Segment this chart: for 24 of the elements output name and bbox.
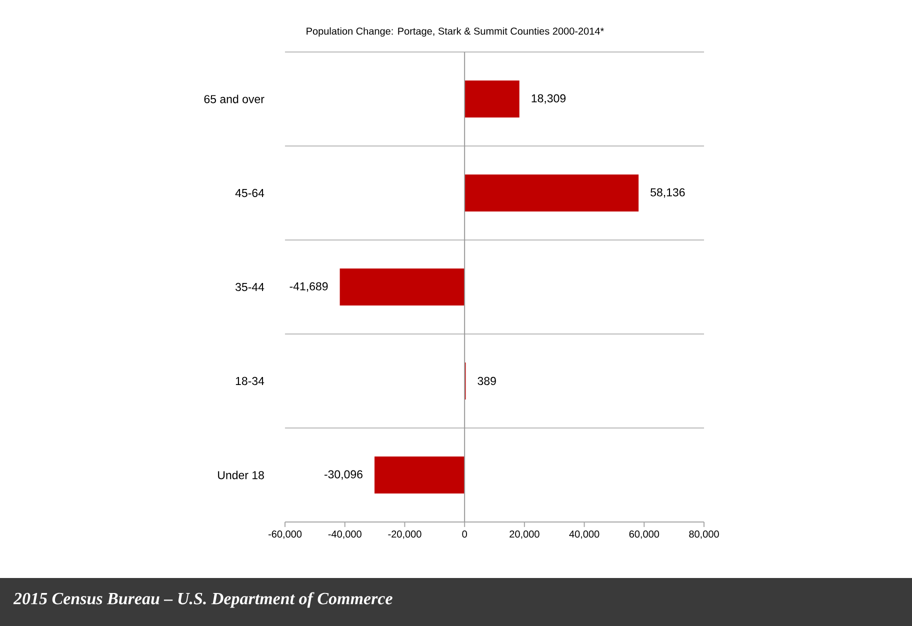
y-tick-label: 65 and over xyxy=(204,94,264,104)
x-tick-label: 40,000 xyxy=(569,530,600,539)
y-tick-label: 45-64 xyxy=(235,188,264,198)
data-label: 389 xyxy=(478,376,496,386)
x-tick-label: 20,000 xyxy=(510,530,540,539)
x-tick-label: -60,000 xyxy=(268,530,302,539)
bar xyxy=(340,268,465,306)
bar xyxy=(374,456,465,494)
text: 2015 Census Bureau – U.S. Department of Commerce xyxy=(13,592,392,608)
data-label: -30,096 xyxy=(324,470,362,480)
x-tick-label: -20,000 xyxy=(388,530,422,539)
data-label: -41,689 xyxy=(290,282,328,292)
y-tick-label: Under 18 xyxy=(218,470,264,480)
y-tick-label: 35-44 xyxy=(235,282,264,292)
x-tick-label: -40,000 xyxy=(328,530,362,539)
bar xyxy=(464,80,520,118)
y-tick-label: 18-34 xyxy=(236,376,264,386)
data-label: 18,309 xyxy=(532,94,566,104)
bar xyxy=(464,174,639,212)
data-label: 58,136 xyxy=(650,188,685,198)
x-tick-label: 60,000 xyxy=(629,530,660,539)
x-tick-label: 0 xyxy=(462,530,467,538)
chart-title: Population Change: Portage, Stark & Summit Counties 2000-2014* xyxy=(306,27,604,37)
x-tick-label: 80,000 xyxy=(689,530,719,539)
